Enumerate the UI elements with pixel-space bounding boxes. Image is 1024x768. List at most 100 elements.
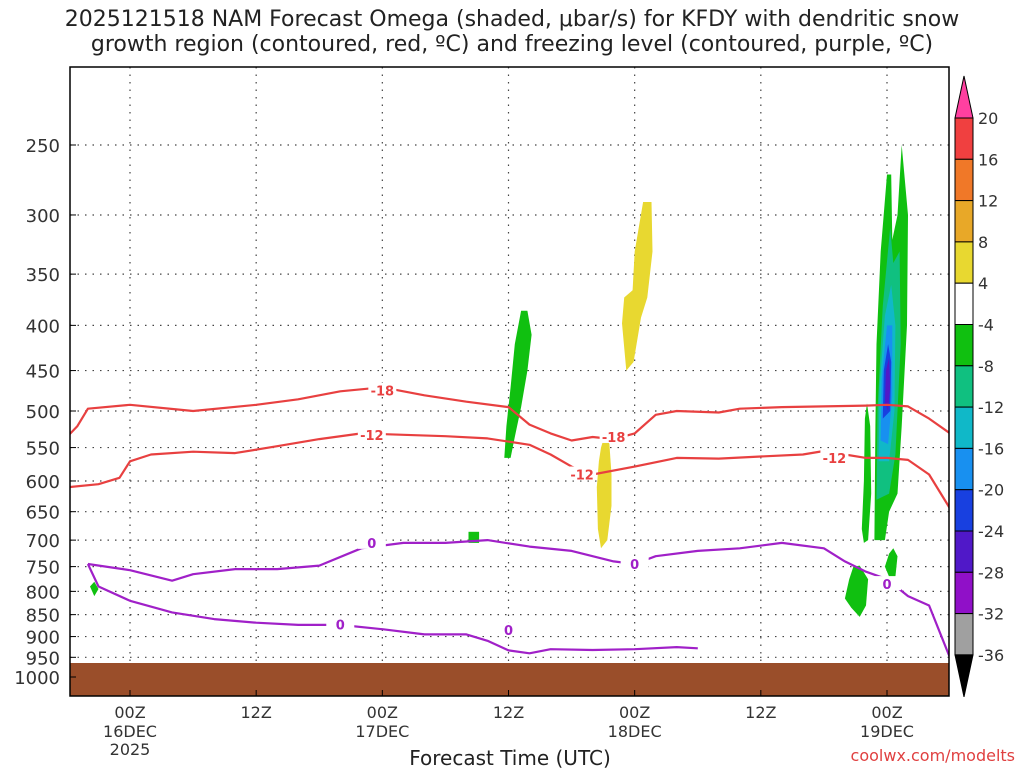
chart-title-line1: 2025121518 NAM Forecast Omega (shaded, μ… bbox=[64, 7, 960, 32]
colorbar-swatch bbox=[954, 282, 974, 326]
colorbar-label: -20 bbox=[978, 481, 1004, 500]
x-tick-date: 16DEC bbox=[103, 722, 157, 741]
y-tick-label: 350 bbox=[26, 265, 60, 286]
colorbar-swatch bbox=[954, 447, 974, 491]
colorbar-label: -28 bbox=[978, 563, 1004, 582]
y-tick-label: 400 bbox=[26, 316, 60, 337]
contour-label-bg bbox=[568, 466, 597, 481]
x-tick-year: 2025 bbox=[110, 740, 151, 759]
colorbar-label: 20 bbox=[978, 109, 998, 128]
y-tick-label: 600 bbox=[26, 472, 60, 493]
contour-label: -12 bbox=[360, 429, 384, 444]
x-axis-label: Forecast Time (UTC) bbox=[409, 746, 611, 768]
colorbar-label: -12 bbox=[978, 398, 1004, 417]
y-tick-label: 750 bbox=[26, 558, 60, 579]
x-tick-date: 17DEC bbox=[355, 722, 409, 741]
contour-label-bg bbox=[326, 616, 355, 631]
omega-region-purple-core bbox=[884, 357, 891, 411]
contour-dgz_18c bbox=[70, 386, 949, 442]
colorbar-swatch bbox=[954, 571, 974, 615]
y-tick-label: 850 bbox=[26, 606, 60, 627]
omega-region-green-small-a bbox=[90, 581, 99, 597]
chart-title-line2: growth region (contoured, red, ºC) and f… bbox=[90, 32, 934, 57]
contour-freezing_lower bbox=[86, 563, 698, 655]
credit-text: coolwx.com/modelts bbox=[851, 746, 1015, 765]
colorbar-top-arrow bbox=[954, 75, 974, 119]
colorbar-swatch bbox=[954, 613, 974, 656]
omega-region-yellow-blob-lower bbox=[596, 433, 612, 549]
contour-label-bg bbox=[873, 576, 901, 591]
y-tick-label: 650 bbox=[26, 503, 60, 524]
y-tick-label: 550 bbox=[26, 439, 60, 460]
y-tick-label: 450 bbox=[26, 362, 60, 383]
plot-frame bbox=[69, 66, 950, 697]
contour-label: 0 bbox=[630, 558, 639, 573]
contour-label: -12 bbox=[823, 452, 847, 467]
contour-label: 0 bbox=[504, 624, 513, 639]
colorbar-swatch bbox=[954, 530, 974, 573]
y-tick-label: 950 bbox=[26, 648, 60, 669]
colorbar-label: -36 bbox=[978, 646, 1004, 665]
contour-label: -18 bbox=[602, 431, 626, 446]
colorbar-swatch bbox=[954, 200, 974, 243]
y-tick-label: 250 bbox=[26, 136, 60, 157]
contour-label-bg bbox=[820, 449, 849, 464]
colorbar-swatch bbox=[954, 117, 974, 160]
y-tick-label: 300 bbox=[26, 206, 60, 227]
colorbar-swatch bbox=[954, 324, 974, 367]
contour-label: 0 bbox=[367, 537, 376, 552]
y-axis-ticks: 2503003504004505005506006507007508008509… bbox=[14, 136, 76, 689]
colorbar-swatch bbox=[954, 158, 974, 202]
x-tick-label: 12Z bbox=[493, 703, 524, 722]
omega-region-green-far-right bbox=[884, 548, 898, 582]
x-tick-label: 00Z bbox=[367, 703, 398, 722]
contour-lines: -18 -18 -12 -12 -12 0 0 0 0 0 bbox=[70, 382, 949, 659]
colorbar-label: -24 bbox=[978, 522, 1004, 541]
colorbar-label: -8 bbox=[978, 357, 994, 376]
contour-label: 0 bbox=[336, 618, 345, 633]
contour-label: -18 bbox=[371, 385, 395, 400]
x-tick-date: 19DEC bbox=[860, 722, 914, 741]
colorbar-label: 4 bbox=[978, 274, 988, 293]
ground-terrain bbox=[70, 663, 949, 696]
colorbar-label: -32 bbox=[978, 605, 1004, 624]
omega-shading bbox=[90, 145, 908, 617]
colorbar-swatch bbox=[954, 406, 974, 449]
x-tick-label: 12Z bbox=[241, 703, 272, 722]
contour-label-bg bbox=[620, 556, 649, 571]
colorbar-bottom-arrow bbox=[954, 654, 974, 698]
colorbar: 20 16 12 8 4 -4 -8 -12 -16 -20 -24 -28 -32 -36 bbox=[954, 75, 1004, 698]
contour-label-bg bbox=[368, 382, 397, 397]
gridlines bbox=[70, 67, 949, 696]
contour-label: -12 bbox=[570, 469, 594, 484]
y-tick-label: 1000 bbox=[14, 668, 60, 689]
x-tick-label: 00Z bbox=[114, 703, 145, 722]
omega-region-green-right-a bbox=[861, 403, 872, 543]
colorbar-label: -4 bbox=[978, 316, 994, 335]
contour-freezing_upper bbox=[87, 539, 949, 659]
x-tick-label: 00Z bbox=[619, 703, 650, 722]
contour-label-bg bbox=[357, 426, 386, 441]
colorbar-label: 16 bbox=[978, 150, 998, 169]
contour-label-bg bbox=[494, 622, 523, 637]
y-tick-label: 900 bbox=[26, 628, 60, 649]
x-tick-date: 18DEC bbox=[608, 722, 662, 741]
omega-region-yellow-blob-upper bbox=[622, 202, 653, 371]
y-tick-label: 800 bbox=[26, 582, 60, 603]
colorbar-swatch bbox=[954, 365, 974, 408]
contour-dgz_12c bbox=[70, 432, 949, 510]
contour-label-bg bbox=[599, 428, 628, 443]
omega-region-green-lower-right bbox=[844, 565, 869, 617]
colorbar-label: -16 bbox=[978, 439, 1004, 458]
y-tick-label: 500 bbox=[26, 402, 60, 423]
x-tick-label: 12Z bbox=[745, 703, 776, 722]
contour-label: 0 bbox=[882, 578, 891, 593]
colorbar-label: 8 bbox=[978, 233, 988, 252]
colorbar-swatch bbox=[954, 489, 974, 532]
contour-label-bg bbox=[357, 534, 386, 549]
y-tick-label: 700 bbox=[26, 531, 60, 552]
omega-region-green-blob-mid bbox=[504, 310, 532, 458]
colorbar-label: 12 bbox=[978, 192, 998, 211]
